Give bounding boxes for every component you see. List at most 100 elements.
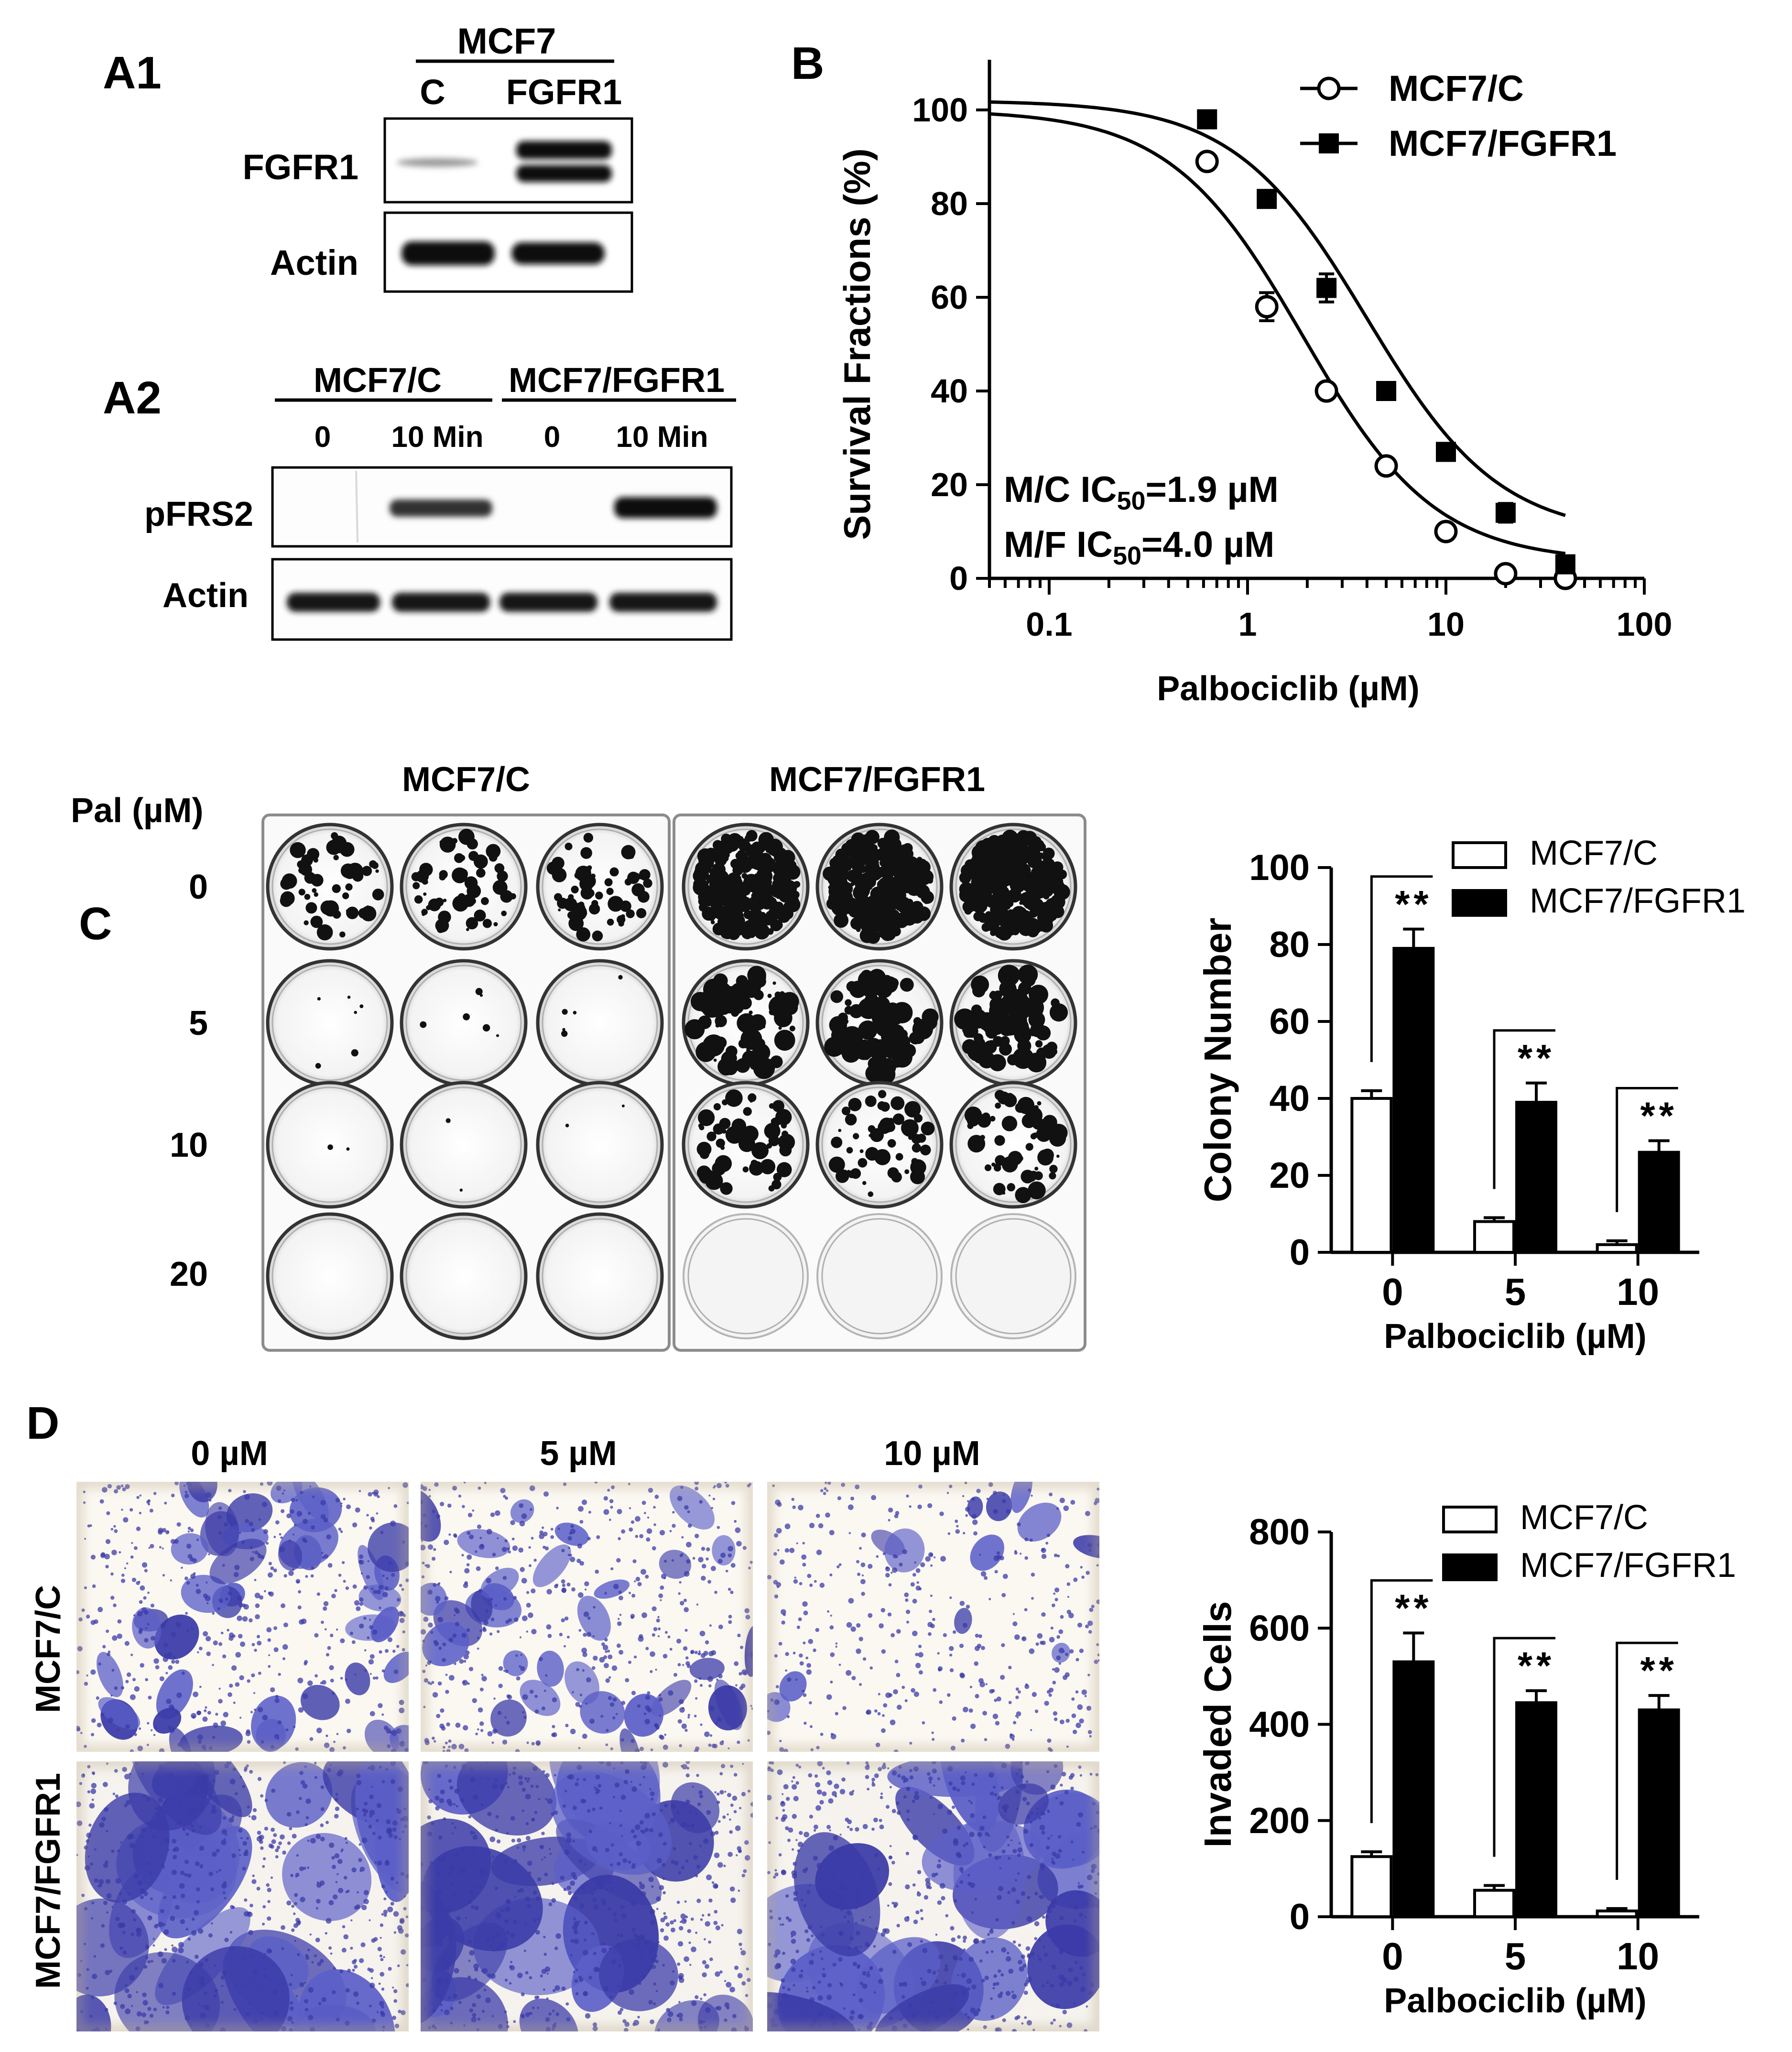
colony [345,883,353,891]
colony [713,1103,721,1111]
membrane-pore-stain [966,1605,970,1609]
membrane-pore-stain [328,1900,334,1906]
membrane-pore-stain [777,1549,780,1552]
membrane-pore-stain [682,1664,684,1666]
membrane-pore-stain [578,1921,581,1923]
membrane-pore-stain [270,1566,274,1570]
membrane-pore-stain [381,1713,384,1716]
membrane-pore-stain [622,1858,628,1863]
membrane-pore-stain [647,1516,650,1519]
membrane-pore-stain [181,1671,185,1675]
membrane-pore-stain [971,1782,975,1786]
invaded-cell-cluster [171,1533,208,1565]
membrane-pore-stain [356,1904,360,1910]
membrane-pore-stain [490,1597,493,1601]
membrane-pore-stain [683,1598,687,1602]
membrane-pore-stain [856,1623,861,1628]
colony [990,990,996,997]
membrane-pore-stain [541,1858,543,1861]
membrane-pore-stain [171,1869,177,1875]
membrane-pore-stain [293,1726,296,1728]
colony [831,1027,847,1043]
membrane-pore-stain [994,1793,998,1797]
colony [282,873,297,889]
membrane-pore-stain [390,1877,394,1881]
colony [924,900,929,904]
colony [740,1138,749,1147]
membrane-pore-stain [1002,1493,1005,1496]
membrane-pore-stain [506,1694,510,1698]
membrane-pore-stain [315,1907,318,1910]
membrane-pore-stain [1017,1522,1021,1527]
membrane-pore-stain [280,1834,285,1840]
membrane-pore-stain [968,1800,971,1802]
membrane-pore-stain [379,1607,381,1609]
colony [992,1036,1003,1047]
membrane-pore-stain [132,1678,136,1682]
membrane-pore-stain [922,1721,925,1725]
membrane-pore-stain [462,1505,465,1509]
membrane-pore-stain [296,1995,298,1998]
c-y-tick-label: 80 [1269,924,1310,965]
membrane-pore-stain [589,1718,595,1724]
colony [606,888,614,895]
membrane-pore-stain [613,1584,619,1589]
membrane-pore-stain [250,1546,253,1549]
invaded-cell-cluster [577,1596,611,1641]
invaded-cell-cluster [154,1614,199,1660]
membrane-pore-stain [545,1773,550,1778]
membrane-pore-stain [984,1738,988,1741]
membrane-pore-stain [449,1786,454,1790]
membrane-pore-stain [203,1631,208,1637]
membrane-pore-stain [262,1865,265,1868]
membrane-pore-stain [1081,1689,1087,1695]
membrane-pore-stain [286,1900,292,1906]
membrane-pore-stain [619,2008,624,2012]
membrane-pore-stain [89,2014,93,2018]
membrane-pore-stain [477,1728,479,1731]
membrane-pore-stain [927,1503,933,1509]
membrane-pore-stain [251,1673,255,1678]
membrane-pore-stain [1073,2002,1076,2005]
membrane-pore-stain [651,1797,654,1801]
membrane-pore-stain [113,1603,117,1607]
membrane-pore-stain [438,1835,443,1840]
membrane-pore-stain [248,2002,251,2005]
membrane-pore-stain [160,1624,165,1629]
membrane-pore-stain [332,1692,335,1695]
membrane-pore-stain [792,1505,796,1509]
membrane-pore-stain [208,1871,213,1877]
colony [463,1013,470,1021]
membrane-pore-stain [670,1980,675,1986]
membrane-pore-stain [149,1871,152,1874]
membrane-pore-stain [498,1854,501,1857]
membrane-pore-stain [1020,1775,1024,1779]
membrane-pore-stain [721,1740,724,1743]
membrane-pore-stain [432,1509,435,1513]
membrane-pore-stain [1018,1943,1021,1947]
membrane-pore-stain [920,1562,925,1567]
membrane-pore-stain [644,1813,650,1819]
membrane-pore-stain [702,1972,707,1977]
membrane-pore-stain [619,1614,622,1616]
membrane-pore-stain [644,1718,650,1725]
colony [1007,1183,1015,1192]
membrane-pore-stain [134,1967,138,1971]
colony [962,900,975,913]
membrane-pore-stain [554,1774,556,1777]
membrane-pore-stain [1014,1634,1020,1640]
colony [583,911,587,915]
membrane-pore-stain [230,1946,235,1951]
invaded-cell-cluster [659,1550,692,1579]
membrane-pore-stain [444,1955,447,1959]
colony [845,1114,857,1126]
membrane-pore-stain [1053,2019,1056,2022]
membrane-pore-stain [123,1517,129,1523]
colony [751,1142,769,1160]
colony [782,1130,789,1138]
membrane-pore-stain [272,1989,278,1995]
colony [1034,1105,1039,1110]
colony [878,1039,882,1043]
membrane-pore-stain [968,1708,973,1713]
membrane-pore-stain [130,1694,136,1700]
